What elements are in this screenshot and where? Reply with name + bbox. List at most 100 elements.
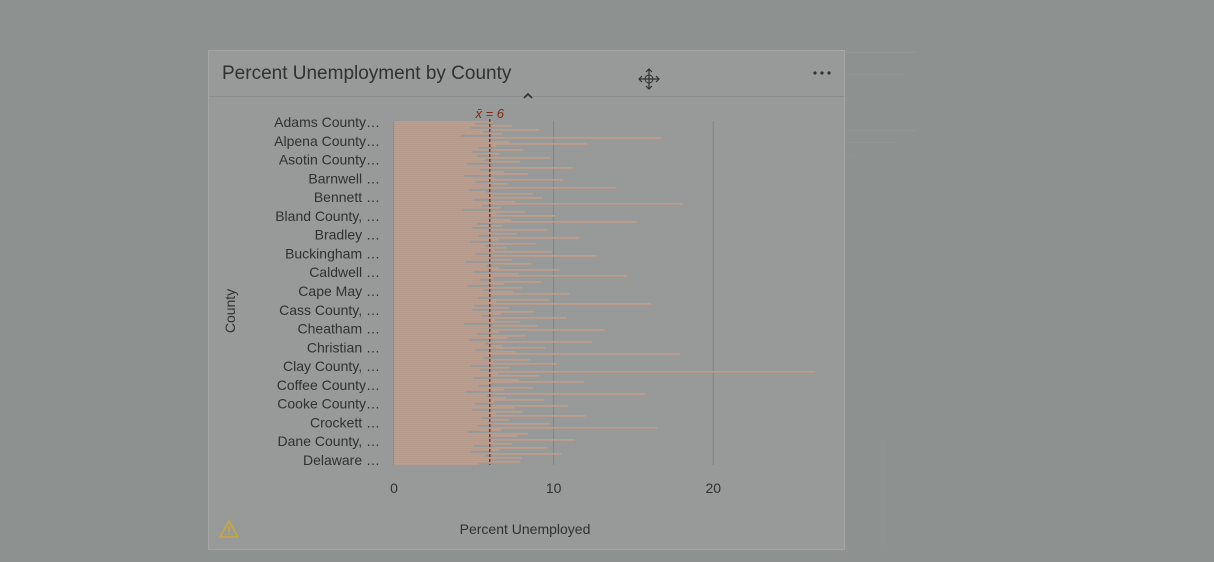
- bar: [394, 375, 540, 377]
- bar: [394, 131, 484, 133]
- bar-chart: x̄ = 6 Adams County… Alpena County… Asotin…: [222, 106, 816, 537]
- bar: [394, 189, 470, 191]
- bar: [394, 199, 474, 201]
- bar: [394, 137, 663, 139]
- bar: [394, 271, 474, 273]
- bar: [394, 235, 479, 237]
- category-label: Cape May …: [298, 283, 380, 299]
- bar: [394, 243, 537, 245]
- bar: [394, 435, 517, 437]
- bar: [394, 177, 495, 179]
- bar: [394, 323, 465, 325]
- bar: [394, 155, 477, 157]
- bar: [394, 421, 490, 423]
- bar: [394, 211, 525, 213]
- x-tick-labels: 0 10 20: [390, 480, 721, 496]
- x-tick-label: 20: [705, 480, 721, 496]
- bar: [394, 397, 506, 399]
- bar: [394, 389, 505, 391]
- collapse-button[interactable]: [521, 89, 535, 101]
- bar: [394, 197, 543, 199]
- x-tick-label: 10: [546, 480, 562, 496]
- bar: [394, 307, 509, 309]
- bar: [394, 303, 651, 305]
- bar: [394, 133, 503, 135]
- bar: [394, 419, 509, 421]
- bar: [394, 215, 556, 217]
- bar: [394, 359, 530, 361]
- bar: [394, 285, 468, 287]
- bar: [394, 451, 471, 453]
- bar: [394, 293, 570, 295]
- bar: [394, 319, 495, 321]
- y-axis-label: County: [222, 289, 238, 333]
- bar: [394, 149, 524, 151]
- bar: [394, 247, 506, 249]
- bar: [394, 153, 500, 155]
- bar: [394, 371, 816, 373]
- bar: [394, 409, 473, 411]
- bar: [394, 309, 473, 311]
- bar: [394, 301, 497, 303]
- bar: [394, 219, 511, 221]
- bar: [394, 161, 521, 163]
- bar: [394, 355, 490, 357]
- bar: [394, 209, 463, 211]
- more-horizontal-icon: [813, 71, 831, 75]
- bar: [394, 213, 497, 215]
- category-label: Bradley …: [315, 227, 380, 243]
- bar: [394, 361, 493, 363]
- bar: [394, 367, 511, 369]
- category-label: Crockett …: [310, 414, 380, 430]
- bar: [394, 335, 527, 337]
- category-label: Delaware …: [303, 452, 380, 468]
- bar: [394, 221, 637, 223]
- bars: [394, 121, 816, 465]
- bar: [394, 337, 508, 339]
- bar: [394, 267, 500, 269]
- bar: [394, 251, 553, 253]
- bar: [394, 313, 501, 315]
- bar: [394, 165, 492, 167]
- move-arrows-icon[interactable]: [637, 67, 661, 91]
- bar: [394, 329, 605, 331]
- bar: [394, 281, 541, 283]
- category-label: Asotin County…: [279, 152, 380, 168]
- bar: [394, 441, 493, 443]
- bar: [394, 269, 560, 271]
- bar: [394, 265, 487, 267]
- bar: [394, 445, 474, 447]
- bar: [394, 141, 509, 143]
- bar: [394, 437, 489, 439]
- bar: [394, 203, 683, 205]
- bar: [394, 171, 505, 173]
- bar: [394, 377, 474, 379]
- bar: [394, 249, 495, 251]
- bar: [394, 393, 647, 395]
- bar: [394, 343, 485, 345]
- bar: [394, 145, 497, 147]
- category-label: Caldwell …: [309, 264, 380, 280]
- bar: [394, 121, 493, 123]
- bar: [394, 383, 492, 385]
- bar: [394, 431, 468, 433]
- bar: [394, 201, 516, 203]
- bar: [394, 225, 503, 227]
- bar: [394, 151, 473, 153]
- bar: [394, 333, 477, 335]
- bar: [394, 135, 462, 137]
- warning-triangle-icon[interactable]: [218, 519, 240, 539]
- bar: [394, 185, 490, 187]
- bar: [394, 347, 546, 349]
- bar: [394, 345, 503, 347]
- more-options-button[interactable]: [810, 61, 834, 85]
- bar: [394, 411, 524, 413]
- bar: [394, 261, 466, 263]
- category-label: Christian …: [307, 339, 380, 355]
- bar: [394, 363, 557, 365]
- category-label: Dane County, …: [278, 433, 380, 449]
- bar: [394, 233, 517, 235]
- bar: [394, 169, 481, 171]
- bar: [394, 173, 529, 175]
- bar: [394, 297, 479, 299]
